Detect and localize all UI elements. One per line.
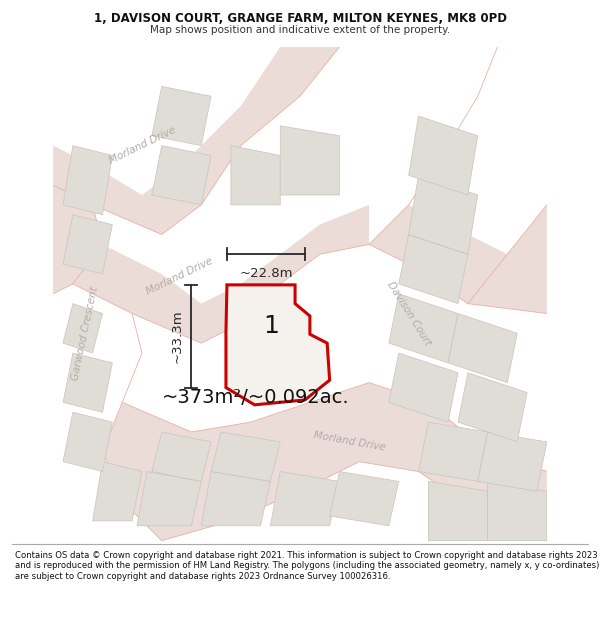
Polygon shape [137, 471, 201, 526]
Polygon shape [488, 481, 547, 541]
Polygon shape [478, 432, 547, 491]
Polygon shape [152, 432, 211, 481]
Polygon shape [389, 294, 458, 363]
Polygon shape [103, 382, 547, 541]
Polygon shape [231, 146, 280, 205]
Polygon shape [201, 471, 271, 526]
Text: Morland Drive: Morland Drive [107, 125, 177, 166]
Polygon shape [280, 126, 340, 195]
Text: Map shows position and indicative extent of the property.: Map shows position and indicative extent… [150, 25, 450, 35]
Polygon shape [152, 86, 211, 146]
Polygon shape [92, 462, 142, 521]
Polygon shape [63, 215, 112, 274]
Polygon shape [211, 432, 280, 481]
Text: 1, DAVISON COURT, GRANGE FARM, MILTON KEYNES, MK8 0PD: 1, DAVISON COURT, GRANGE FARM, MILTON KE… [94, 12, 506, 25]
Polygon shape [369, 205, 547, 314]
Text: ~33.3m: ~33.3m [171, 309, 184, 363]
Polygon shape [389, 353, 458, 422]
Polygon shape [271, 471, 340, 526]
Polygon shape [152, 146, 211, 205]
Text: ~373m²/~0.092ac.: ~373m²/~0.092ac. [162, 388, 350, 408]
Polygon shape [63, 353, 112, 412]
Polygon shape [63, 412, 112, 471]
Polygon shape [53, 47, 369, 343]
Text: Contains OS data © Crown copyright and database right 2021. This information is : Contains OS data © Crown copyright and d… [15, 551, 599, 581]
Polygon shape [53, 185, 103, 294]
Polygon shape [329, 471, 399, 526]
Text: Morland Drive: Morland Drive [313, 431, 386, 453]
Polygon shape [226, 285, 329, 405]
Text: ~22.8m: ~22.8m [239, 267, 293, 279]
Polygon shape [63, 304, 103, 353]
Text: Garwood Crescent: Garwood Crescent [70, 286, 100, 381]
Polygon shape [448, 314, 517, 382]
Polygon shape [419, 422, 488, 481]
Text: Davison Court: Davison Court [385, 279, 433, 348]
Text: 1: 1 [263, 314, 279, 338]
Text: Morland Drive: Morland Drive [144, 256, 214, 297]
Polygon shape [458, 372, 527, 442]
Polygon shape [409, 175, 478, 254]
Polygon shape [428, 481, 488, 541]
Polygon shape [399, 234, 468, 304]
Polygon shape [409, 116, 478, 195]
Polygon shape [63, 146, 112, 215]
